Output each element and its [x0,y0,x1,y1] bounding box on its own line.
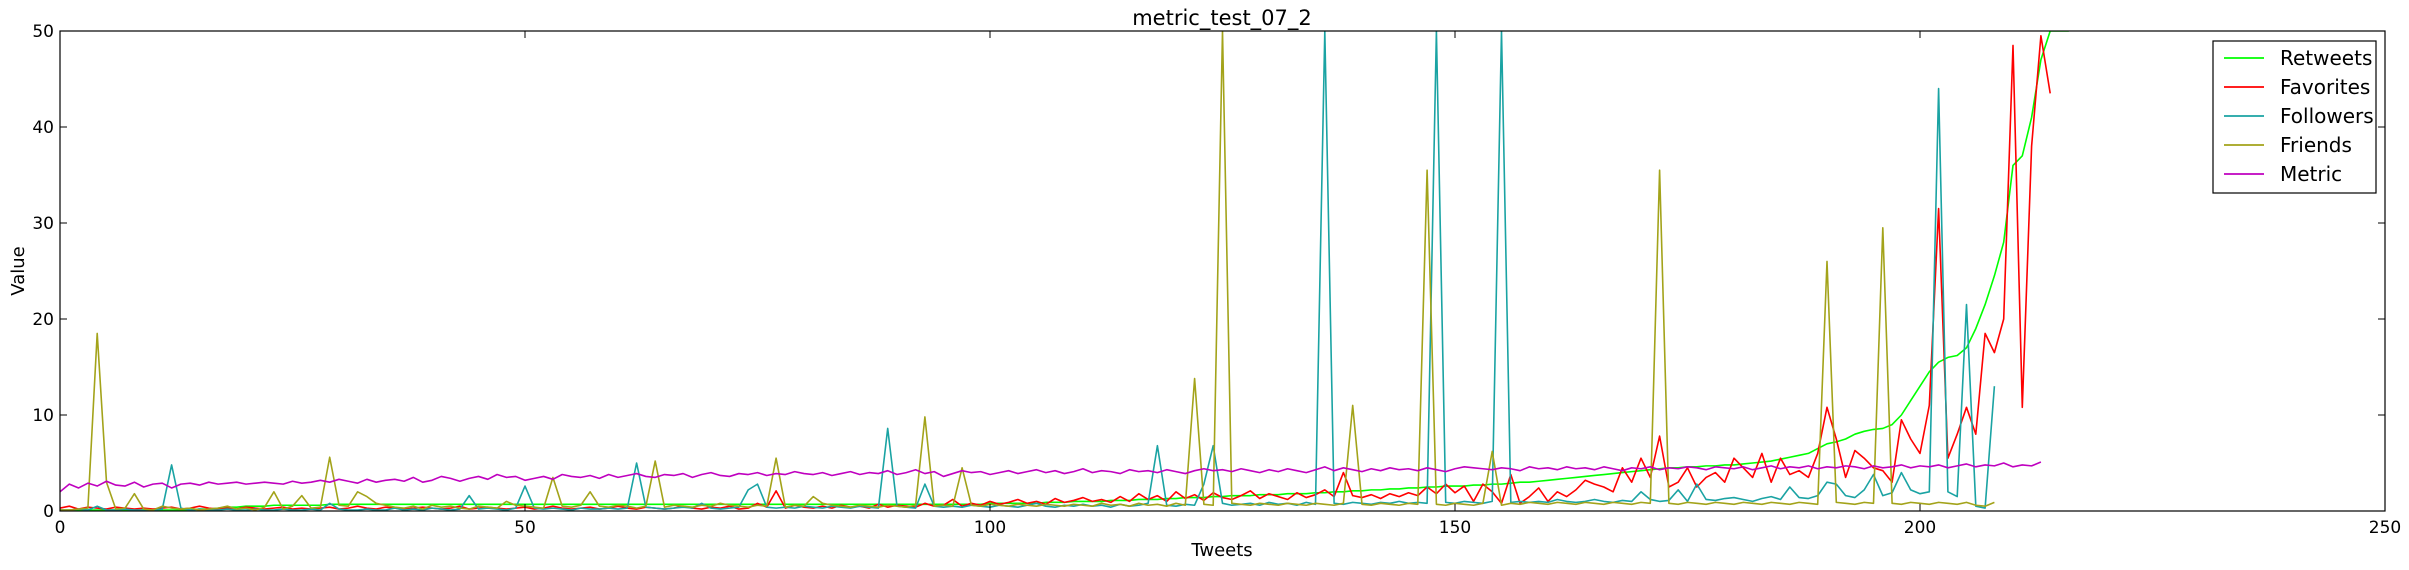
y-tick-label: 50 [32,22,54,42]
x-axis-ticks: 0 50 100 150 200 250 [55,31,2401,538]
plot-frame [59,30,2386,512]
x-tick-label: 250 [2369,518,2401,538]
y-tick-label: 40 [32,118,54,138]
x-tick-label: 0 [55,518,66,538]
legend: Retweets Favorites Followers Friends Metric [2212,40,2377,194]
legend-label-followers: Followers [2280,104,2374,128]
chart-title: metric_test_07_2 [1132,6,1312,31]
y-axis-ticks: 0 10 20 30 40 50 [32,22,2385,522]
legend-label-retweets: Retweets [2280,46,2372,70]
series-line-friends [60,31,1995,511]
x-tick-label: 200 [1904,518,1936,538]
y-axis-label: Value [8,246,29,295]
x-tick-label: 100 [974,518,1006,538]
plot-area: 0 50 100 150 200 250 0 10 20 30 40 50 [32,22,2401,538]
x-axis-label: Tweets [1190,540,1252,561]
y-tick-label: 30 [32,214,54,234]
y-tick-label: 0 [43,502,54,522]
series-group [60,31,2069,511]
y-tick-label: 10 [32,406,54,426]
legend-label-favorites: Favorites [2280,75,2370,99]
legend-label-metric: Metric [2280,162,2342,186]
x-tick-label: 150 [1439,518,1471,538]
x-tick-label: 50 [514,518,536,538]
series-line-metric [60,461,2042,493]
y-tick-label: 20 [32,310,54,330]
series-line-favorites [60,34,2051,510]
legend-box [2212,40,2377,194]
legend-label-friends: Friends [2280,133,2352,157]
